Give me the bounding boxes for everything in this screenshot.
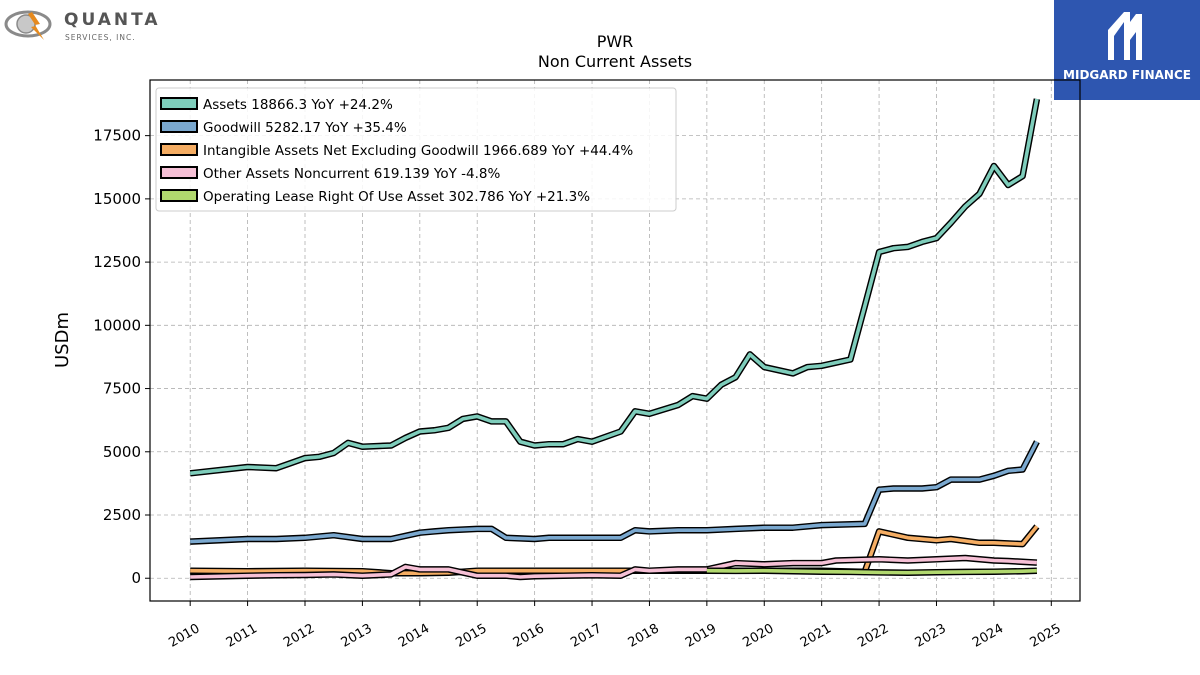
y-tick-label: 15000	[93, 190, 141, 208]
series-line-4	[706, 568, 1037, 575]
legend-entry-1: Goodwill 5282.17 YoY +35.4%	[203, 120, 407, 136]
legend-swatch-2	[160, 143, 198, 156]
x-tick-label: 2025	[1027, 621, 1063, 651]
midgard-finance-logo: MIDGARD FINANCE	[1054, 0, 1200, 100]
x-tick-label: 2012	[281, 621, 317, 651]
quanta-logo-name: QUANTA	[64, 10, 161, 30]
y-tick-label: 10000	[93, 316, 141, 334]
quanta-logo-sub: SERVICES, INC.	[65, 33, 136, 42]
x-tick-label: 2014	[396, 621, 432, 651]
x-tick-label: 2013	[339, 621, 375, 651]
x-tick-label: 2011	[224, 621, 260, 651]
legend-entry-0: Assets 18866.3 YoY +24.2%	[203, 97, 393, 113]
legend-swatch-0	[160, 97, 198, 110]
legend-swatch-4	[160, 189, 198, 202]
y-tick-label: 7500	[103, 380, 141, 398]
x-tick-label: 2010	[166, 621, 202, 651]
chart-title: PWR	[597, 32, 634, 51]
y-tick-label: 5000	[103, 443, 141, 461]
y-tick-label: 17500	[93, 127, 141, 145]
midgard-logo-mark	[1108, 12, 1142, 60]
x-tick-label: 2018	[626, 621, 662, 651]
x-tick-label: 2021	[798, 621, 834, 651]
series-line-2	[190, 525, 1039, 576]
quanta-logo-mark: QUANTA SERVICES, INC.	[4, 10, 161, 42]
series-outline-2	[190, 524, 1040, 577]
x-tick-label: 2017	[568, 621, 604, 651]
x-axis: 2010 2011 2012 2013 2014 2015 2016 2017 2018 2019…	[166, 601, 1064, 651]
legend-entry-2: Intangible Assets Net Excluding Goodwill…	[203, 143, 633, 159]
chart-subtitle: Non Current Assets	[538, 52, 692, 71]
x-tick-label: 2020	[740, 621, 776, 651]
y-tick-label: 12500	[93, 253, 141, 271]
x-tick-label: 2015	[453, 621, 489, 651]
series-line-1	[190, 440, 1039, 544]
legend-entry-3: Other Assets Noncurrent 619.139 YoY -4.8…	[203, 166, 500, 182]
legend-swatch-1	[160, 120, 198, 133]
x-tick-label: 2022	[855, 621, 891, 651]
x-tick-label: 2016	[511, 621, 547, 651]
series-lines	[189, 98, 1041, 581]
x-tick-label: 2024	[970, 621, 1006, 651]
y-axis: 0 2500 5000 7500 10000 12500 15000 17500	[93, 127, 150, 587]
y-tick-label: 0	[131, 569, 141, 587]
x-tick-label: 2019	[683, 621, 719, 651]
legend: Assets 18866.3 YoY +24.2% Goodwill 5282.1…	[155, 87, 677, 212]
legend-swatch-3	[160, 166, 198, 179]
y-tick-label: 2500	[103, 506, 141, 524]
legend-box	[155, 87, 677, 212]
x-tick-label: 2023	[913, 621, 949, 651]
brand-name: MIDGARD FINANCE	[1063, 68, 1191, 82]
series-line-0	[190, 98, 1039, 476]
series-line-3	[190, 556, 1038, 579]
quanta-logo: QUANTA SERVICES, INC.	[4, 4, 164, 48]
y-axis-label: USDm	[52, 312, 73, 368]
legend-entry-4: Operating Lease Right Of Use Asset 302.7…	[203, 189, 590, 205]
plot-frame	[149, 79, 1081, 602]
